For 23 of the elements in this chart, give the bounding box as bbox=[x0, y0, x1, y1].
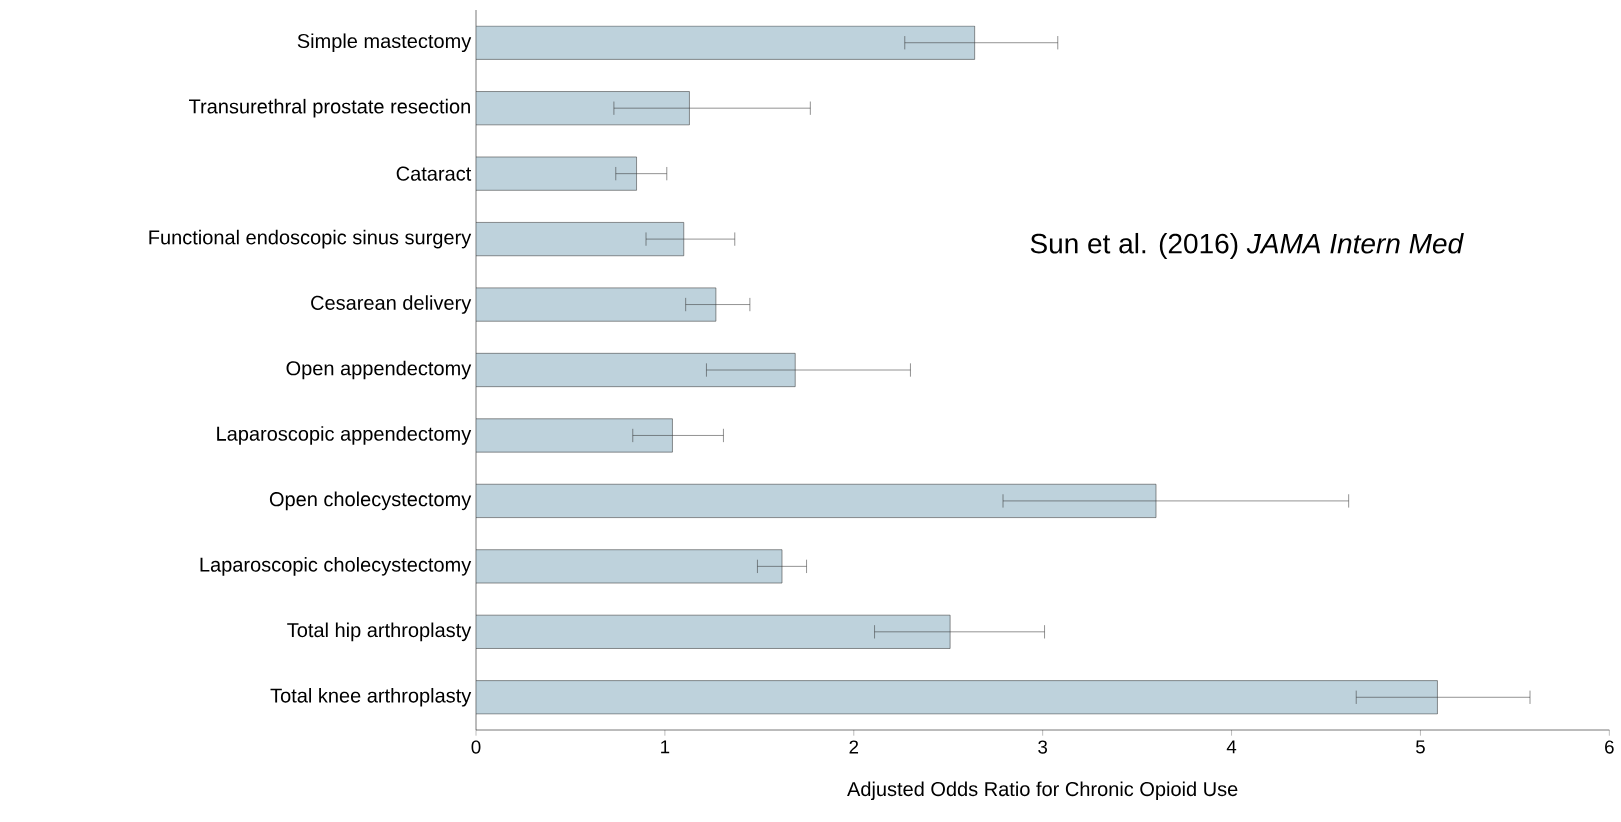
x-tick-label: 2 bbox=[849, 740, 859, 754]
y-tick-label: Laparoscopic appendectomy bbox=[217, 426, 472, 445]
x-tick-label: 0 bbox=[471, 740, 481, 754]
bar bbox=[476, 25, 975, 60]
x-tick-label: 4 bbox=[1226, 740, 1237, 754]
x-tick-label: 5 bbox=[1416, 740, 1425, 754]
x-tick-label: 1 bbox=[661, 740, 670, 754]
y-tick-label: Laparoscopic cholecystectomy bbox=[200, 557, 472, 576]
bar bbox=[476, 222, 685, 257]
y-tick-label: Transurethral prostate resection bbox=[189, 98, 470, 118]
y-tick-label: Total knee arthroplasty bbox=[270, 687, 472, 707]
annotation: Sun et al. (2016) JAMA Intern Med bbox=[1030, 232, 1464, 260]
y-tick-label: Open appendectomy bbox=[286, 360, 472, 380]
y-tick-label: Cesarean delivery bbox=[311, 295, 472, 314]
y-tick-label: Functional endoscopic sinus surgery bbox=[149, 229, 472, 249]
bar bbox=[476, 156, 637, 191]
y-tick-label: Cataract bbox=[396, 166, 472, 181]
y-tick-label: Simple mastectomy bbox=[297, 33, 472, 53]
x-tick-label: 6 bbox=[1605, 740, 1614, 754]
x-axis-title: Adjusted Odds Ratio for Chronic Opioid Use bbox=[847, 781, 1238, 801]
y-tick-label: Total hip arthroplasty bbox=[287, 622, 472, 642]
y-tick-label: Open cholecystectomy bbox=[269, 491, 472, 511]
x-tick-label: 3 bbox=[1038, 740, 1048, 754]
